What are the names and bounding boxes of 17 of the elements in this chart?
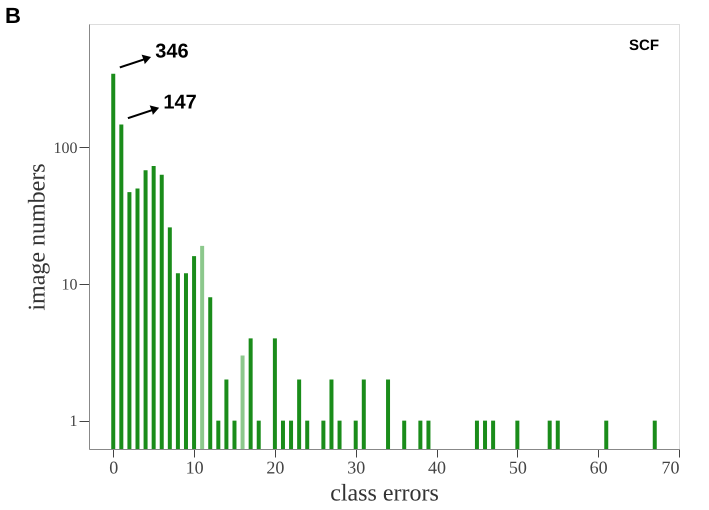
x-tick-label: 70 [662,458,680,478]
y-tick-label: 10 [62,276,78,294]
annotation: 147 [163,92,197,114]
x-tick-label: 0 [109,458,118,478]
chart-title: B [5,3,21,28]
x-tick-label: 30 [347,458,366,478]
x-tick-label: 50 [508,458,527,478]
y-tick-label: 1 [70,413,78,430]
x-axis-title: class errors [330,480,439,506]
x-tick-label: 10 [186,458,204,478]
x-tick-label: 40 [428,458,446,478]
y-axis-title: image numbers [24,163,50,311]
x-tick-label: 60 [590,458,608,478]
annotation: SCF [629,37,659,54]
x-tick-label: 20 [266,458,284,478]
annotation: 346 [155,40,189,63]
y-tick-label: 100 [54,140,78,157]
